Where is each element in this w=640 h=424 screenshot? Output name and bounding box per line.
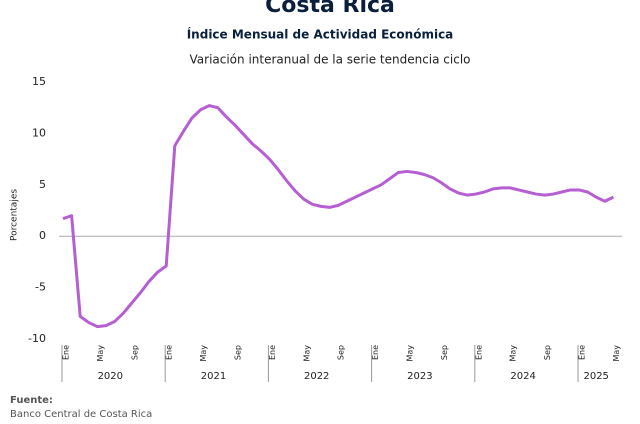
chart-subtitle: Índice Mensual de Actividad Económica [187,27,454,42]
x-tick-label: May [302,345,311,362]
chart-title: Costa Rica [265,0,395,18]
x-tick-label: Sep [440,345,449,360]
x-tick-label: May [199,345,208,362]
year-label: 2021 [201,371,226,382]
series-line [62,104,615,329]
x-tick-label: Sep [234,345,243,360]
x-tick-label: Sep [543,345,552,360]
year-label: 2025 [583,371,608,382]
x-tick-label: Ene [165,345,174,360]
x-tick-label: Ene [268,345,277,360]
x-tick-label: May [96,345,105,362]
x-tick-label: May [509,345,518,362]
y-tick-label: 0 [39,229,46,242]
y-tick-label: 15 [32,75,46,88]
x-tick-label: Sep [130,345,139,360]
year-label: 2023 [407,371,432,382]
year-label: 2022 [304,371,329,382]
x-tick-label: Ene [578,345,587,360]
x-tick-label: Ene [371,345,380,360]
source-label: Fuente: [10,395,53,406]
y-tick-label: -10 [28,332,46,345]
year-label: 2024 [510,371,535,382]
y-tick-label: 10 [32,126,46,139]
x-tick-label: Ene [62,345,71,360]
y-axis-label: Porcentajes [10,189,20,241]
x-tick-label: Sep [337,345,346,360]
source: Banco Central de Costa Rica [10,409,152,420]
x-tick-label: Ene [474,345,483,360]
year-label: 2020 [98,371,123,382]
y-tick-label: -5 [35,281,46,294]
y-tick-label: 5 [39,178,46,191]
x-tick-label: May [406,345,415,362]
chart-description: Variación interanual de la serie tendenc… [190,53,471,67]
x-tick-label: May [612,345,621,362]
